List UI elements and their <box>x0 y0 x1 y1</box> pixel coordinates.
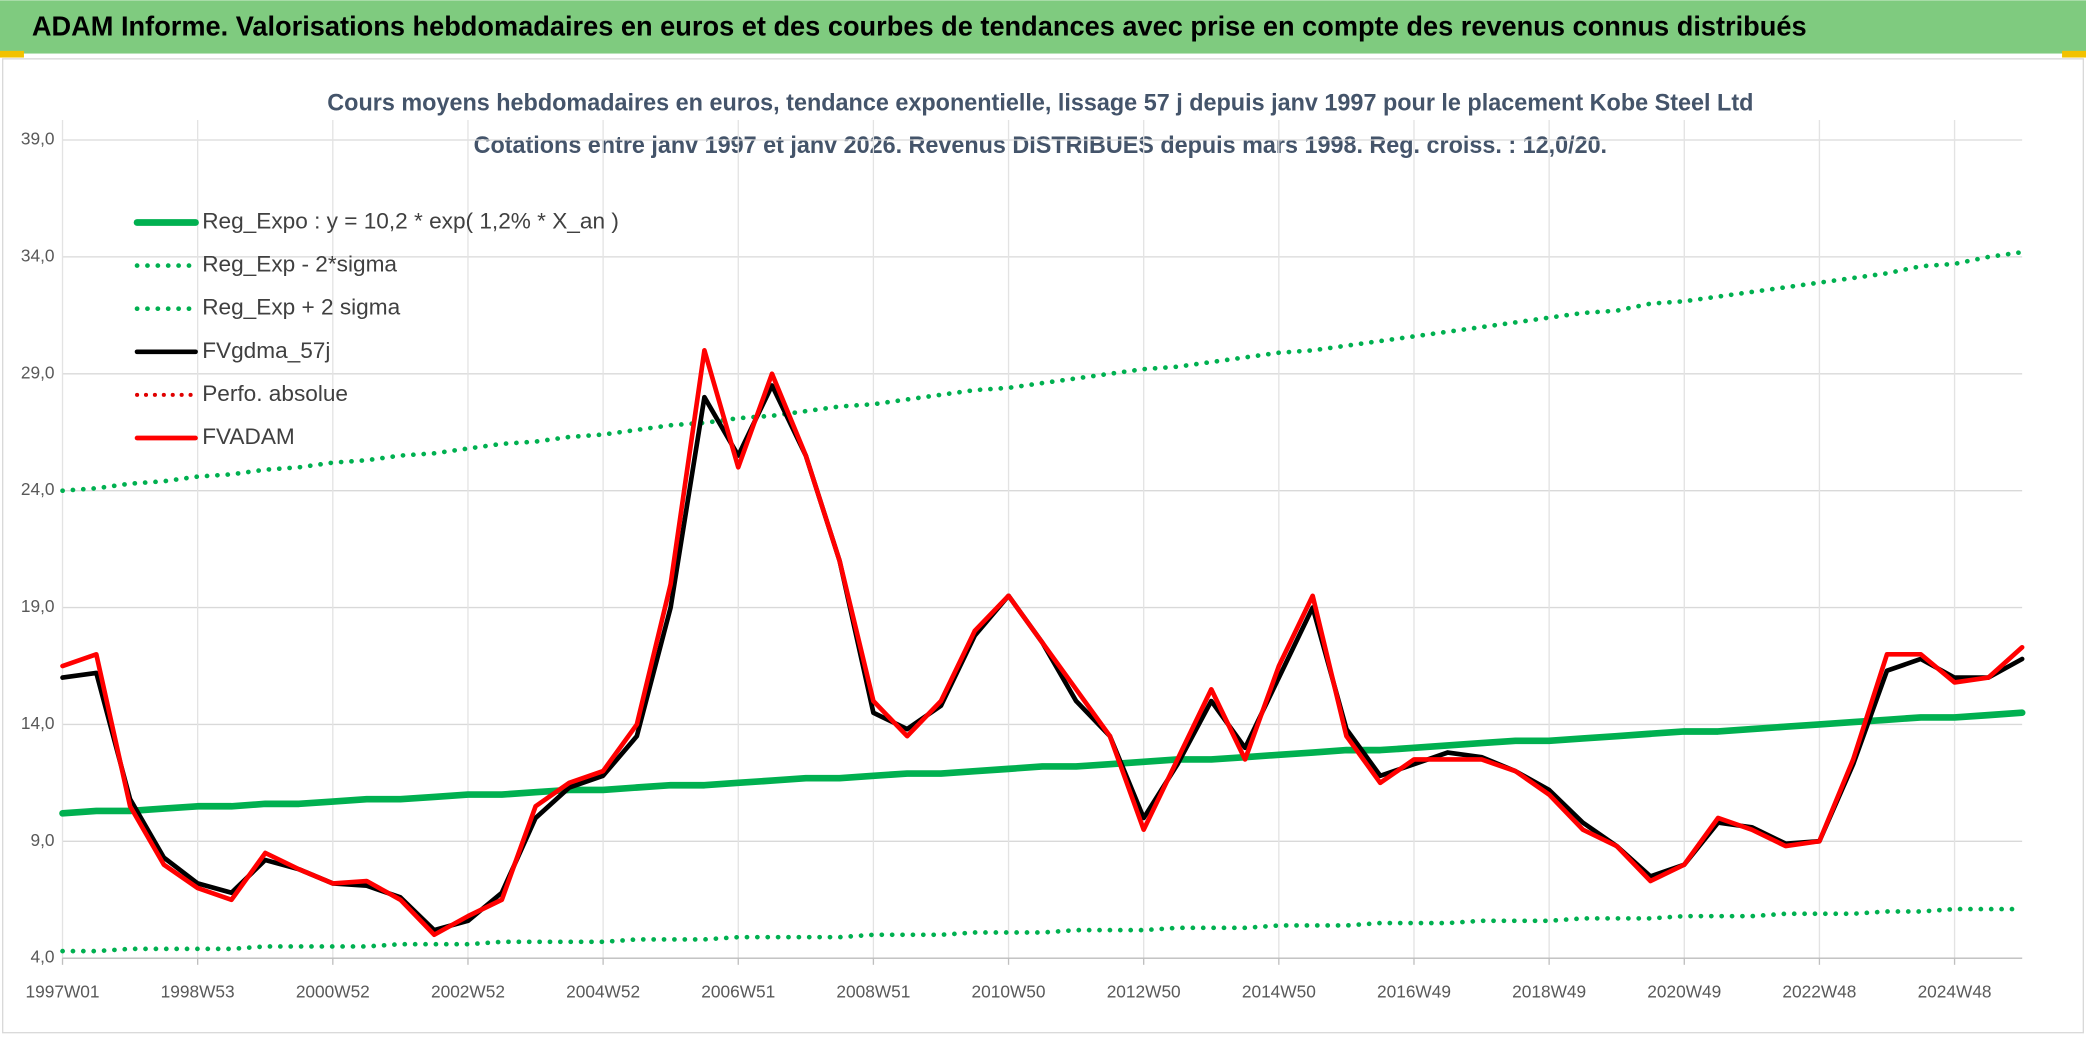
x-tick-label: 2016W49 <box>1377 981 1451 1001</box>
series-line <box>60 249 2025 494</box>
x-tick-label: 1997W01 <box>26 981 100 1001</box>
y-tick-label: 34,0 <box>21 245 55 265</box>
legend-label: Reg_Expo : y = 10,2 * exp( 1,2% * X_an ) <box>202 208 619 233</box>
legend-label: FVADAM <box>202 424 295 449</box>
x-tick-label: 2018W49 <box>1512 981 1586 1001</box>
y-tick-label: 9,0 <box>31 830 55 850</box>
x-tick-label: 2024W48 <box>1918 981 1992 1001</box>
legend-label: Reg_Exp + 2 sigma <box>202 295 400 320</box>
x-tick-label: 2008W51 <box>836 981 910 1001</box>
y-tick-label: 39,0 <box>21 129 55 149</box>
header-band <box>0 0 2086 54</box>
x-tick-label: 2022W48 <box>1782 981 1856 1001</box>
x-tick-label: 2002W52 <box>431 981 505 1001</box>
plot-lines <box>59 249 2026 954</box>
x-tick-label: 1998W53 <box>161 981 235 1001</box>
series-line <box>59 709 2026 817</box>
x-tick-label: 2020W49 <box>1647 981 1721 1001</box>
y-tick-label: 14,0 <box>21 713 55 733</box>
legend-label: Perfo. absolue <box>202 381 348 406</box>
x-tick-label: 2004W52 <box>566 981 640 1001</box>
y-tick-label: 29,0 <box>21 362 55 382</box>
grid: 4,0 9,0 14,0 19,0 24,0 29,0 34,0 39,0 1997W01 199… <box>21 120 2023 1001</box>
x-tick-label: 2010W50 <box>972 981 1046 1001</box>
x-tick-label: 2000W52 <box>296 981 370 1001</box>
x-tick-label: 2014W50 <box>1242 981 1316 1001</box>
x-tick-label: 2006W51 <box>701 981 775 1001</box>
page-header: ADAM Informe. Valorisations hebdomadaire… <box>32 11 1807 42</box>
legend: Reg_Expo : y = 10,2 * exp( 1,2% * X_an )… <box>133 208 619 449</box>
corner-mark <box>0 50 24 58</box>
y-tick-label: 19,0 <box>21 596 55 616</box>
y-tick-label: 24,0 <box>21 479 55 499</box>
corner-mark <box>2062 50 2086 58</box>
legend-label: Reg_Exp - 2*sigma <box>202 252 397 277</box>
x-tick-label: 2012W50 <box>1107 981 1181 1001</box>
chart-border <box>1 58 2085 1034</box>
y-tick-label: 4,0 <box>31 947 55 967</box>
series-line <box>60 348 2025 938</box>
legend-label: FVgdma_57j <box>202 338 330 363</box>
chart-subtitle: Cotations entre janv 1997 et janv 2026. … <box>474 132 1607 159</box>
chart-title: Cours moyens hebdomadaires en euros, ten… <box>327 89 1753 116</box>
